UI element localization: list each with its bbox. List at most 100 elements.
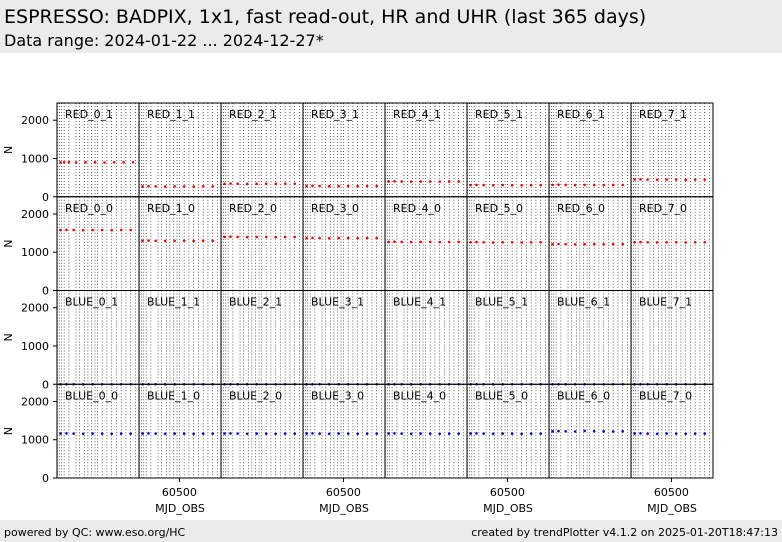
data-point [211, 239, 214, 243]
data-point [703, 178, 706, 181]
footer-timestamp: created by trendPlotter v4.1.2 on 2025-0… [471, 526, 778, 539]
data-point [119, 228, 123, 232]
data-point [592, 183, 596, 187]
data-point [327, 184, 331, 188]
panel-blue-7-0: BLUE_7_0 [630, 383, 714, 479]
data-point [428, 240, 432, 244]
panel-label: BLUE_3_0 [311, 389, 364, 402]
data-point [646, 240, 649, 244]
data-point [311, 236, 314, 240]
panel-red-6-0: RED_6_0 [548, 196, 632, 291]
panel-blue-0-1: BLUE_0_1 [56, 290, 140, 386]
x-tick-label: 60500 [162, 486, 197, 499]
panel-label: BLUE_3_1 [311, 296, 364, 309]
data-point [141, 239, 144, 243]
panel-blue-5-1: BLUE_5_1 [466, 290, 550, 386]
data-point [375, 184, 378, 188]
header-bar: ESPRESSO: BADPIX, 1x1, fast read-out, HR… [0, 0, 782, 53]
data-point [583, 183, 586, 187]
panel-label: RED_7_1 [639, 108, 687, 121]
data-point [684, 241, 687, 244]
data-point [475, 240, 478, 244]
data-point [573, 183, 577, 187]
data-point [375, 432, 378, 435]
data-point [583, 242, 586, 246]
data-point [59, 432, 62, 435]
data-point [428, 180, 432, 183]
data-point [112, 161, 116, 164]
data-point [674, 432, 678, 435]
data-point [557, 183, 560, 186]
data-point [311, 184, 314, 188]
x-axis-label: MJD_OBS [647, 502, 697, 515]
data-point [103, 161, 106, 164]
data-point [223, 235, 226, 239]
data-point [520, 241, 523, 244]
data-point [510, 183, 514, 187]
data-point [633, 178, 636, 181]
data-point [387, 180, 390, 183]
panel-label: BLUE_7_0 [639, 389, 692, 402]
panel-red-3-0: RED_3_0 [302, 196, 386, 291]
data-point [356, 236, 359, 240]
data-point [393, 432, 396, 435]
data-point [84, 161, 87, 164]
panel-red-0-1: RED_0_1 [56, 102, 140, 198]
data-point [529, 240, 533, 244]
data-point [365, 432, 369, 435]
data-point [539, 432, 542, 435]
panel-blue-4-0: BLUE_4_0 [384, 383, 468, 479]
panel-blue-1-0: BLUE_1_0 [138, 383, 222, 479]
panel-label: BLUE_2_0 [229, 389, 282, 402]
data-point [346, 236, 350, 240]
data-point [409, 432, 413, 436]
data-point [131, 161, 135, 164]
data-point [163, 432, 167, 436]
data-point [154, 432, 157, 435]
data-point [264, 235, 268, 239]
x-axis-label: MJD_OBS [483, 502, 533, 515]
data-point [274, 432, 277, 436]
data-point [245, 182, 249, 186]
data-point [81, 432, 85, 436]
data-point [305, 184, 308, 188]
data-point [684, 432, 687, 436]
data-point [147, 184, 150, 188]
data-point [110, 228, 113, 232]
data-point [482, 183, 485, 187]
data-point [482, 432, 485, 435]
data-point [141, 185, 144, 188]
data-point [211, 432, 214, 435]
data-point [564, 430, 567, 433]
data-point [520, 432, 523, 436]
data-point [255, 182, 258, 186]
data-point [211, 185, 214, 188]
data-point [573, 243, 577, 246]
x-axis-label: MJD_OBS [319, 502, 369, 515]
data-point [457, 240, 460, 244]
data-point [621, 242, 624, 246]
panel-label: RED_6_1 [557, 108, 605, 121]
panel-red-6-1: RED_6_1 [548, 102, 632, 198]
page-title: ESPRESSO: BADPIX, 1x1, fast read-out, HR… [4, 6, 647, 28]
panel-label: BLUE_7_1 [639, 296, 692, 309]
data-point [501, 240, 504, 244]
data-point [311, 432, 314, 435]
data-point [318, 236, 321, 240]
data-point [274, 182, 277, 186]
panel-label: RED_4_0 [393, 202, 441, 215]
data-point [182, 185, 186, 188]
panel-blue-2-0: BLUE_2_0 [220, 383, 304, 479]
y-tick-label: 2000 [21, 302, 49, 315]
panel-label: BLUE_2_1 [229, 296, 282, 309]
data-point [356, 432, 359, 436]
data-point [393, 179, 396, 183]
data-point [318, 432, 321, 435]
data-point [621, 430, 624, 433]
panel-blue-4-1: BLUE_4_1 [384, 290, 468, 386]
data-point [327, 432, 331, 436]
panel-label: BLUE_6_0 [557, 389, 610, 402]
panel-label: RED_0_0 [65, 202, 113, 215]
data-point [438, 432, 441, 436]
data-point [510, 432, 514, 435]
